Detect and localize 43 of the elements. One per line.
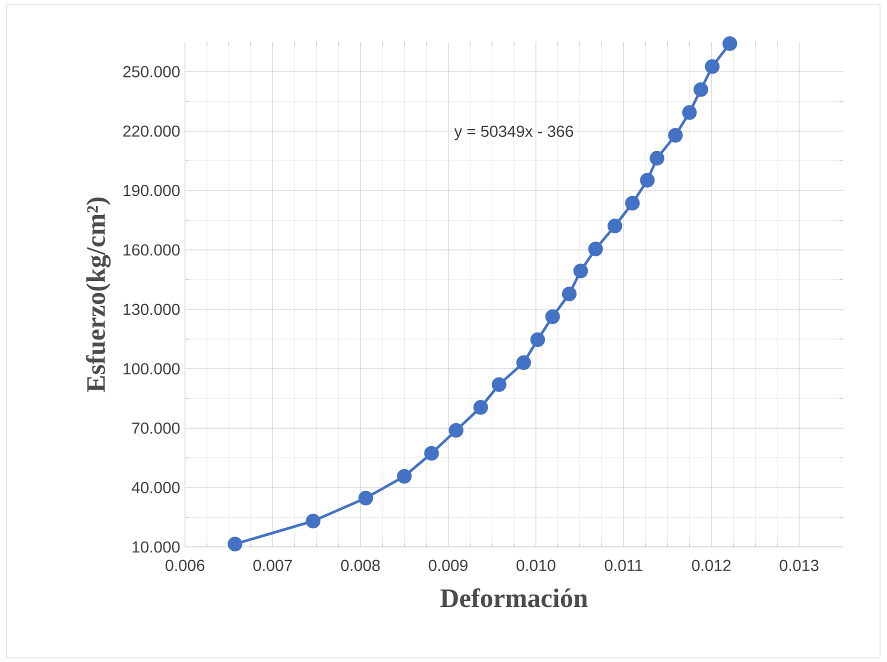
point	[228, 536, 242, 552]
point	[545, 309, 560, 324]
point	[516, 355, 531, 370]
x-tick-label: 0.011	[604, 560, 642, 572]
y-tick-label: 130.000	[124, 304, 180, 316]
y-tick-label: 220.000	[123, 125, 180, 137]
y-axis-title: Esfuerzo(kg/cm²)	[86, 198, 111, 392]
annotation: y = 50349x - 366	[454, 126, 574, 140]
x-tick-label: 0.012	[692, 560, 731, 572]
x-axis-title: Deformación	[440, 588, 588, 608]
point	[694, 82, 708, 97]
y-tick-label: 190.000	[124, 184, 180, 196]
point	[608, 218, 622, 234]
y-tick-label: 10.000	[132, 541, 180, 553]
point	[573, 264, 588, 278]
point	[625, 196, 640, 211]
point	[682, 105, 697, 120]
x-tick-label: 0.006	[166, 560, 204, 572]
y-tick-label: 250.000	[123, 66, 180, 78]
point	[722, 36, 738, 51]
x-tick-label: 0.013	[780, 560, 818, 572]
point	[562, 286, 577, 302]
point	[640, 172, 655, 188]
point	[704, 59, 720, 74]
point	[530, 332, 546, 347]
point	[306, 514, 320, 528]
y-tick-label: 40.000	[132, 482, 180, 494]
point	[358, 490, 374, 506]
point	[473, 400, 488, 415]
point	[424, 446, 439, 461]
x-tick-label: 0.007	[253, 560, 292, 572]
x-tick-label: 0.008	[341, 560, 380, 572]
y-tick-label: 70.000	[132, 422, 180, 434]
point	[397, 468, 412, 484]
point	[492, 377, 506, 392]
point	[668, 128, 683, 143]
x-tick-label: 0.010	[516, 560, 556, 572]
x-tick-label: 0.009	[428, 560, 468, 572]
y-tick-label: 160.000	[124, 244, 180, 256]
point	[650, 150, 664, 166]
point	[448, 423, 464, 438]
point	[588, 242, 603, 256]
y-tick-label: 100.000	[124, 363, 180, 374]
